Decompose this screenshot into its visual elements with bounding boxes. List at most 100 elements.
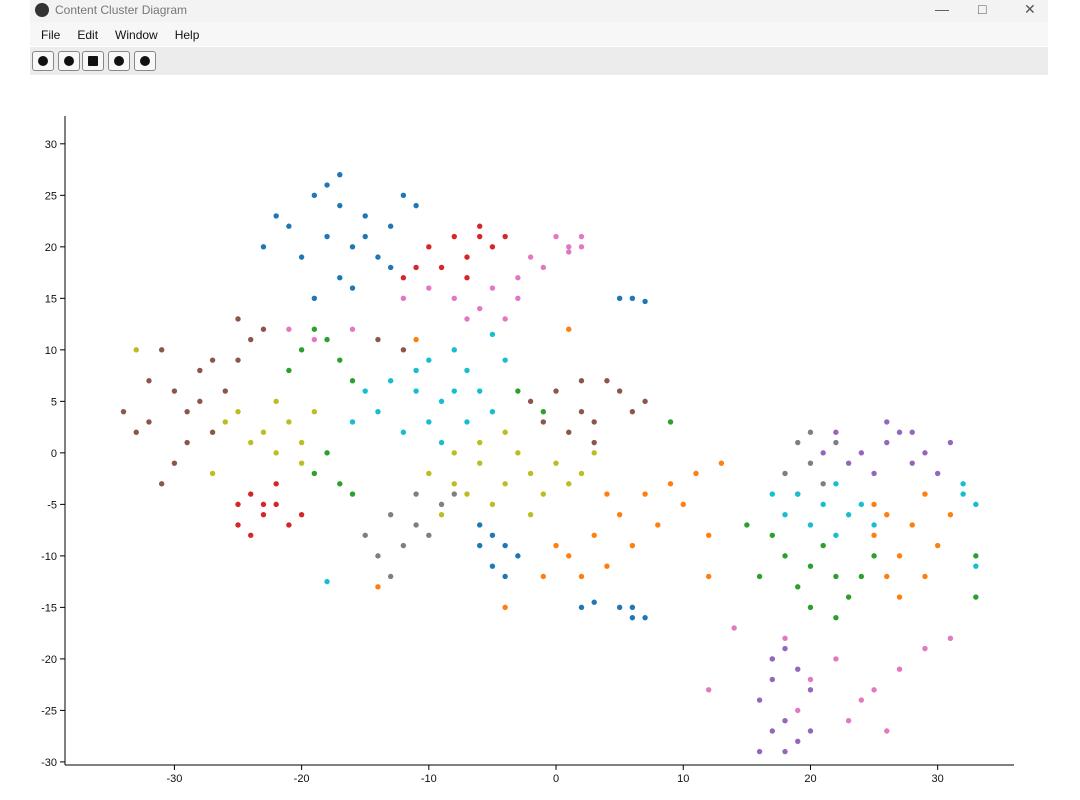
- toolbar: [30, 47, 1048, 75]
- y-tick-label: -25: [41, 705, 57, 717]
- y-tick-label: -5: [47, 499, 57, 511]
- point: [235, 316, 241, 322]
- menu-item[interactable]: Window: [115, 28, 158, 42]
- point: [807, 563, 814, 569]
- point: [311, 192, 318, 199]
- point: [591, 439, 597, 446]
- point: [795, 584, 801, 590]
- point: [960, 481, 966, 487]
- x-tick-label: 0: [553, 773, 559, 785]
- point: [731, 625, 737, 631]
- point: [477, 460, 483, 466]
- point: [553, 388, 559, 394]
- point: [387, 223, 394, 229]
- point: [540, 264, 547, 271]
- point: [782, 718, 788, 724]
- web-button[interactable]: [134, 51, 156, 71]
- y-tick-label: -15: [41, 602, 57, 614]
- x-tick-label: -30: [166, 773, 182, 785]
- point: [578, 233, 585, 240]
- point: [248, 532, 254, 538]
- point: [807, 676, 814, 683]
- point: [705, 687, 712, 693]
- point: [973, 594, 979, 600]
- point: [222, 419, 228, 425]
- point: [782, 635, 788, 641]
- x-tick-label: -20: [294, 773, 310, 785]
- point: [146, 419, 152, 425]
- point: [845, 511, 852, 518]
- point: [158, 347, 165, 353]
- info-button[interactable]: [58, 51, 80, 71]
- point: [744, 522, 750, 528]
- point: [324, 578, 330, 585]
- point: [795, 491, 801, 497]
- point: [782, 645, 788, 652]
- point: [349, 378, 356, 384]
- point: [451, 450, 457, 456]
- point: [566, 481, 572, 487]
- point: [311, 295, 318, 302]
- point: [782, 748, 788, 755]
- point: [235, 501, 241, 508]
- point: [604, 563, 610, 569]
- maximize-button[interactable]: □: [978, 1, 987, 17]
- minimize-button[interactable]: —: [935, 1, 949, 17]
- point: [553, 542, 559, 549]
- point: [298, 254, 305, 260]
- title-bar: Content Cluster Diagram — □ ✕: [30, 0, 1048, 22]
- point: [680, 501, 686, 508]
- point: [311, 326, 318, 332]
- point: [209, 470, 216, 477]
- point: [782, 470, 788, 477]
- point: [337, 275, 343, 281]
- point: [616, 295, 623, 302]
- point: [973, 563, 979, 569]
- point: [845, 460, 852, 466]
- close-button[interactable]: ✕: [1024, 1, 1036, 17]
- point: [693, 470, 699, 477]
- save-button[interactable]: [82, 51, 104, 71]
- point: [298, 347, 305, 353]
- point: [248, 439, 254, 446]
- settings-button[interactable]: [108, 51, 130, 71]
- point: [884, 419, 890, 425]
- point: [833, 573, 839, 580]
- search-button[interactable]: [32, 51, 54, 71]
- point: [756, 573, 763, 580]
- menu-item[interactable]: Edit: [77, 28, 99, 42]
- point: [286, 223, 292, 229]
- point: [973, 501, 979, 508]
- point: [947, 635, 954, 641]
- point: [235, 408, 241, 415]
- point: [375, 584, 381, 590]
- menu-item[interactable]: File: [41, 28, 61, 42]
- y-tick-label: 15: [45, 293, 57, 305]
- point: [769, 491, 775, 497]
- point: [566, 553, 572, 559]
- point: [375, 336, 381, 343]
- point: [133, 429, 139, 435]
- point: [413, 388, 419, 394]
- point: [387, 573, 394, 580]
- point: [464, 419, 470, 425]
- point: [387, 378, 394, 384]
- point: [807, 604, 814, 611]
- point: [884, 439, 890, 446]
- point: [922, 645, 928, 652]
- point: [451, 295, 457, 302]
- point: [578, 573, 585, 580]
- menu-item[interactable]: Help: [174, 28, 200, 42]
- point: [502, 542, 508, 549]
- point: [756, 697, 763, 703]
- point: [629, 604, 636, 611]
- point: [616, 388, 623, 394]
- point: [795, 738, 801, 745]
- point: [260, 511, 267, 518]
- point: [477, 522, 483, 528]
- point: [489, 532, 496, 538]
- point: [235, 522, 241, 528]
- point: [298, 439, 305, 446]
- point: [756, 748, 763, 755]
